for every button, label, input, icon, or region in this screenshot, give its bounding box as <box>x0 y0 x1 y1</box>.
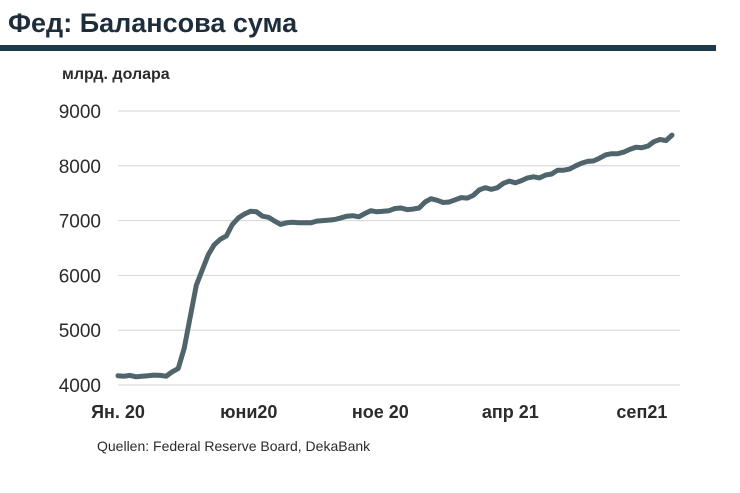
title-underline-bar <box>0 45 716 51</box>
x-tick-label: сеп21 <box>616 402 667 422</box>
x-tick-label: ное 20 <box>352 402 409 422</box>
chart-title: Фед: Балансова сума <box>8 8 298 38</box>
y-tick-label: 5000 <box>59 321 101 342</box>
y-tick-label: 7000 <box>59 212 101 233</box>
source-note: Quellen: Federal Reserve Board, DekaBank <box>97 438 371 454</box>
series-line <box>115 132 675 380</box>
x-tick-label: юни20 <box>220 402 277 422</box>
y-tick-label: 4000 <box>59 376 101 397</box>
y-tick-label: 6000 <box>59 266 101 287</box>
y-tick-label: 8000 <box>59 157 101 178</box>
y-tick-label: 9000 <box>59 102 101 123</box>
x-tick-label: Ян. 20 <box>91 402 145 422</box>
x-tick-label: апр 21 <box>482 402 539 422</box>
y-axis-unit-label: млрд. долара <box>62 66 170 83</box>
